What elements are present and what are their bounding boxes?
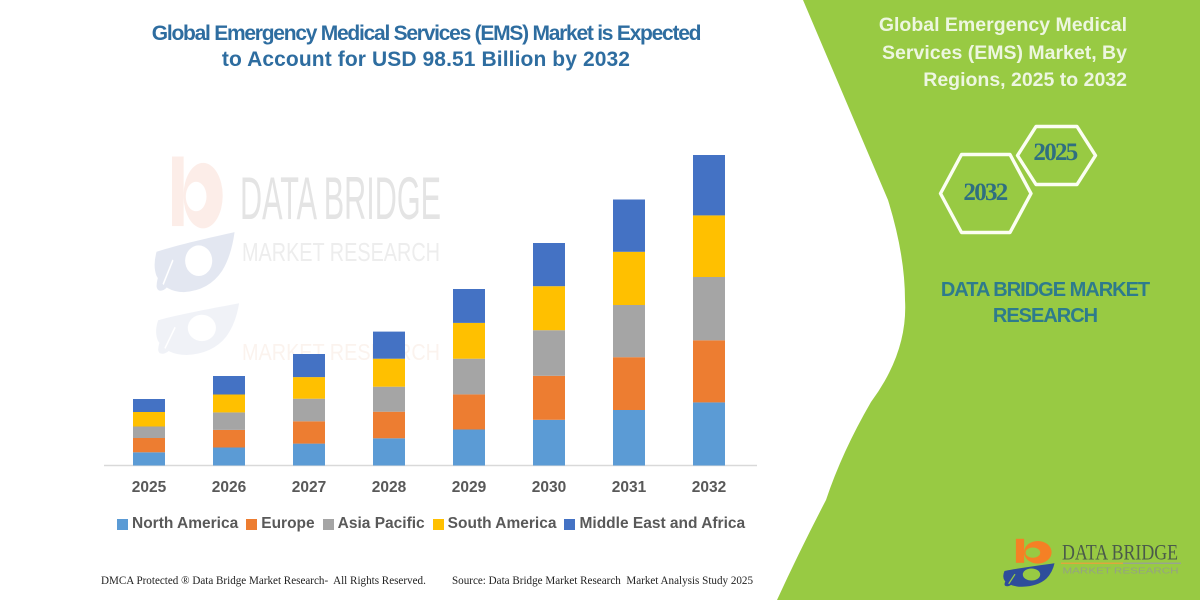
svg-text:MARKET RESEARCH: MARKET RESEARCH bbox=[242, 237, 440, 267]
svg-text:MARKET RESEARCH: MARKET RESEARCH bbox=[1063, 565, 1179, 575]
svg-text:DATA BRIDGE: DATA BRIDGE bbox=[240, 165, 441, 232]
svg-text:MARKET RESEARCH: MARKET RESEARCH bbox=[242, 339, 440, 365]
svg-text:DATA BRIDGE: DATA BRIDGE bbox=[1062, 539, 1178, 564]
